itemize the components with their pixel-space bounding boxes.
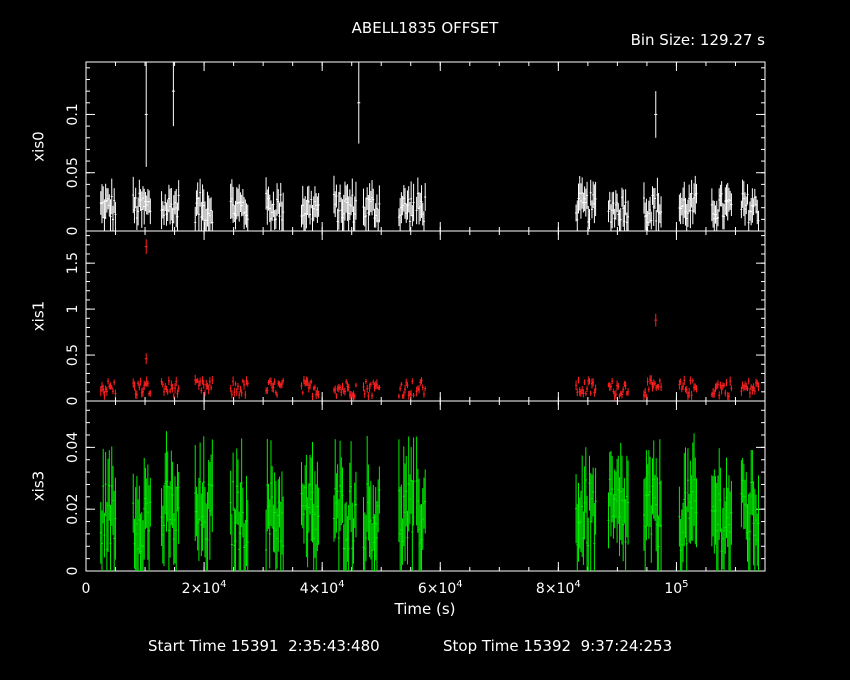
bin-size-label: Bin Size: 129.27 s bbox=[631, 31, 766, 49]
panel-xis3: 0 0.02 0.04 xis3 bbox=[29, 400, 766, 576]
y-axis-label: xis0 bbox=[29, 131, 47, 161]
y-tick-label: 0.02 bbox=[65, 494, 81, 525]
y-tick-label: 0.04 bbox=[65, 432, 81, 463]
data-points bbox=[99, 175, 760, 231]
x-tick-label: 105 bbox=[664, 579, 688, 597]
x-tick-label: 0 bbox=[82, 581, 91, 597]
y-tick-label: 0 bbox=[65, 397, 81, 406]
y-tick-label: 0.5 bbox=[65, 344, 81, 366]
x-tick-label: 4×104 bbox=[300, 579, 345, 597]
y-tick-label: 1 bbox=[65, 305, 81, 314]
x-axis-label: Time (s) bbox=[394, 600, 456, 618]
panel-frame bbox=[85, 400, 766, 572]
y-tick-label: 0 bbox=[65, 227, 81, 236]
y-axis-label: xis1 bbox=[29, 301, 47, 331]
start-time-label: Start Time 15391 2:35:43:480 bbox=[148, 637, 380, 655]
chart-title: ABELL1835 OFFSET bbox=[352, 19, 499, 37]
y-axis-label: xis3 bbox=[29, 471, 47, 501]
stop-time-label: Stop Time 15392 9:37:24:253 bbox=[443, 637, 672, 655]
y-tick-label: 1.5 bbox=[65, 252, 81, 274]
x-tick-label: 8×104 bbox=[536, 579, 581, 597]
data-points bbox=[99, 374, 760, 401]
x-tick-label: 2×104 bbox=[182, 579, 227, 597]
y-tick-label: 0.1 bbox=[65, 103, 81, 125]
y-tick-label: 0.05 bbox=[65, 157, 81, 188]
y-tick-label: 0 bbox=[65, 567, 81, 576]
panel-xis1: 0 0.5 1 1.5 xis1 bbox=[29, 230, 766, 406]
panels: 0 0.05 0.1 xis0 0 0.5 1 1.5 xis1 0 0.02 0.04 xis3 0 2×… bbox=[29, 61, 766, 597]
panel-xis0: 0 0.05 0.1 xis0 bbox=[29, 61, 766, 236]
data-points bbox=[99, 431, 760, 571]
x-tick-label: 6×104 bbox=[418, 579, 463, 597]
